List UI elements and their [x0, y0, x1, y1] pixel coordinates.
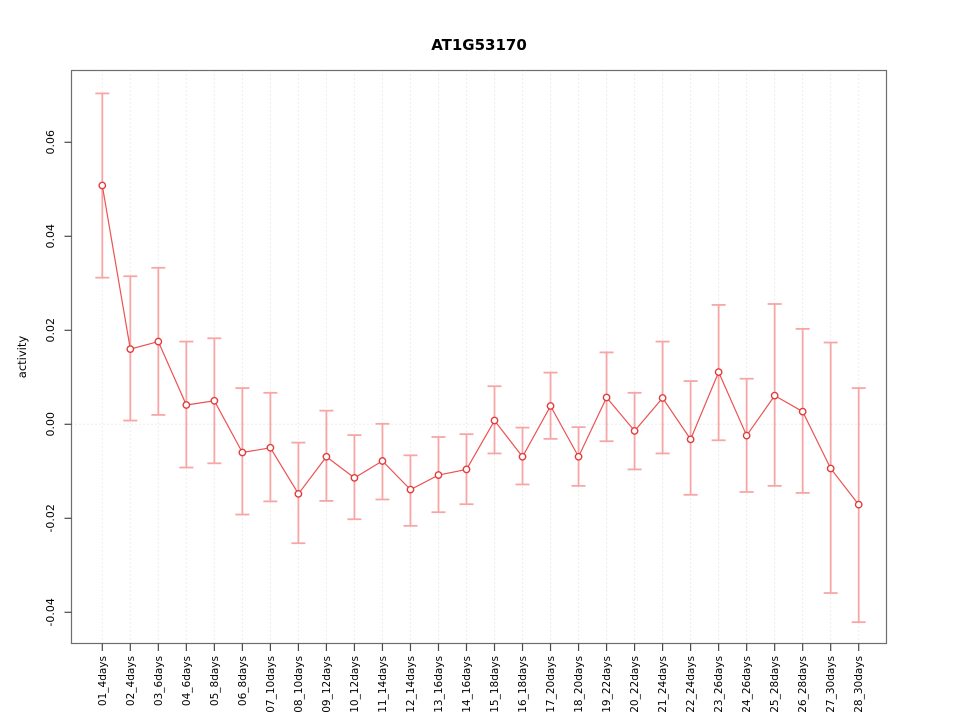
- y-tick-label: 0.02: [44, 318, 57, 343]
- data-point: [154, 337, 163, 346]
- x-tick-label: 14_16days: [461, 656, 473, 713]
- x-tick-label: 05_8days: [209, 656, 221, 706]
- data-point: [630, 426, 639, 435]
- x-tick-label: 16_18days: [517, 656, 529, 713]
- data-point: [798, 407, 807, 416]
- data-point: [770, 391, 779, 400]
- x-tick-label: 22_24days: [685, 656, 697, 713]
- x-tick-label: 25_28days: [769, 656, 781, 713]
- x-tick-label: 01_4days: [97, 656, 109, 706]
- x-tick-label: 12_14days: [405, 656, 417, 713]
- data-point: [266, 443, 275, 452]
- x-tick-label: 03_6days: [153, 656, 165, 706]
- x-tick-label: 18_20days: [573, 656, 585, 713]
- x-tick-label: 10_12days: [349, 656, 361, 713]
- data-point: [462, 465, 471, 474]
- data-point: [294, 489, 303, 498]
- data-point: [742, 431, 751, 440]
- x-tick-label: 06_8days: [237, 656, 249, 706]
- data-point: [490, 416, 499, 425]
- data-point: [182, 401, 191, 409]
- data-point: [322, 452, 331, 461]
- y-tick-label: -0.02: [44, 504, 57, 532]
- data-layer: [95, 92, 866, 624]
- x-tick-label: 20_22days: [629, 656, 641, 713]
- data-point: [826, 464, 835, 473]
- x-tick-label: 28_30days: [853, 656, 865, 713]
- x-tick-label: 11_14days: [377, 656, 389, 713]
- x-tick-label: 09_12days: [321, 656, 333, 713]
- data-point: [350, 473, 359, 482]
- x-tick-label: 26_28days: [797, 656, 809, 713]
- gridlines-layer: [71, 70, 887, 644]
- y-tick-label: -0.04: [44, 598, 57, 626]
- x-tick-label: 13_16days: [433, 656, 445, 713]
- chart-title: AT1G53170: [431, 36, 527, 54]
- data-point: [126, 345, 135, 353]
- data-point: [658, 394, 667, 402]
- x-tick-label: 07_10days: [265, 656, 277, 713]
- x-tick-label: 21_24days: [657, 656, 669, 713]
- data-point: [546, 402, 555, 410]
- y-tick-label: 0.06: [44, 130, 57, 155]
- data-point: [238, 448, 247, 457]
- data-point: [98, 181, 107, 190]
- x-tick-label: 17_20days: [545, 656, 557, 713]
- y-tick-label: 0.00: [44, 412, 57, 437]
- x-tick-label: 27_30days: [825, 656, 837, 713]
- data-point: [574, 452, 583, 461]
- plot-box: [70, 69, 888, 645]
- x-tick-label: 02_4days: [125, 656, 137, 706]
- series-line: [101, 185, 860, 506]
- data-point: [518, 452, 527, 461]
- x-tick-label: 04_6days: [181, 656, 193, 706]
- data-point: [854, 500, 863, 509]
- axes-layer: -0.04 -0.02 0.00 0.02 0.04 0.06 01_4days 02_4da…: [44, 69, 888, 713]
- x-tick-label: 15_18days: [489, 656, 501, 713]
- x-tick-label: 23_26days: [713, 656, 725, 713]
- data-point: [378, 457, 387, 465]
- data-point: [714, 368, 723, 377]
- x-tick-label: 19_22days: [601, 656, 613, 713]
- data-point: [602, 393, 611, 402]
- data-point: [406, 485, 415, 494]
- data-point: [686, 435, 695, 444]
- data-point: [434, 471, 443, 479]
- y-tick-label: 0.04: [44, 224, 57, 249]
- data-point: [210, 396, 219, 405]
- y-axis-label: activity: [15, 336, 29, 379]
- x-tick-label: 08_10days: [293, 656, 305, 713]
- x-tick-label: 24_26days: [741, 656, 753, 713]
